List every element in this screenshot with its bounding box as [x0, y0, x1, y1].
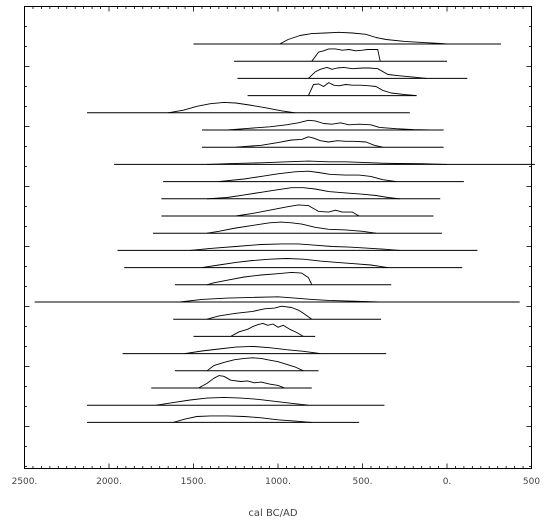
series-distribution	[311, 48, 381, 62]
series-distribution	[235, 204, 360, 217]
x-tick-label: 2000.	[96, 477, 122, 487]
series-distribution	[307, 82, 417, 97]
x-tick-label: 0.	[443, 477, 452, 487]
series-distribution	[173, 415, 312, 423]
series-layer	[34, 31, 535, 423]
series-distribution	[184, 345, 321, 355]
series-distribution	[206, 357, 304, 372]
series-distribution	[235, 136, 383, 148]
x-tick-label: 1500.	[181, 477, 207, 487]
x-tick-labels: 2500. 2000. 1500. 1000. 500. 0. 500	[12, 477, 541, 487]
series-distribution	[230, 322, 304, 337]
series-distribution	[168, 101, 295, 114]
series-distribution	[190, 243, 400, 251]
series-distribution	[206, 160, 448, 165]
series-distribution	[279, 31, 448, 45]
x-tick-label: 2500.	[12, 477, 38, 487]
series-distribution	[201, 258, 388, 269]
series-distribution	[156, 396, 309, 406]
series-distribution	[198, 375, 285, 389]
x-tick-label: 500.	[352, 477, 372, 487]
series-distribution	[218, 170, 397, 183]
series-distribution	[179, 296, 380, 303]
plot-frame	[24, 6, 532, 469]
series-distribution	[206, 221, 377, 234]
series-distribution	[206, 305, 313, 320]
x-tick-label: 500	[523, 477, 540, 487]
frame-ticks	[24, 6, 532, 469]
series-distribution	[206, 271, 313, 286]
series-distribution	[206, 187, 400, 200]
x-axis-title: cal BC/AD	[248, 508, 297, 519]
series-distribution	[308, 66, 427, 79]
x-tick-label: 1000.	[265, 477, 291, 487]
series-distribution	[227, 119, 431, 131]
